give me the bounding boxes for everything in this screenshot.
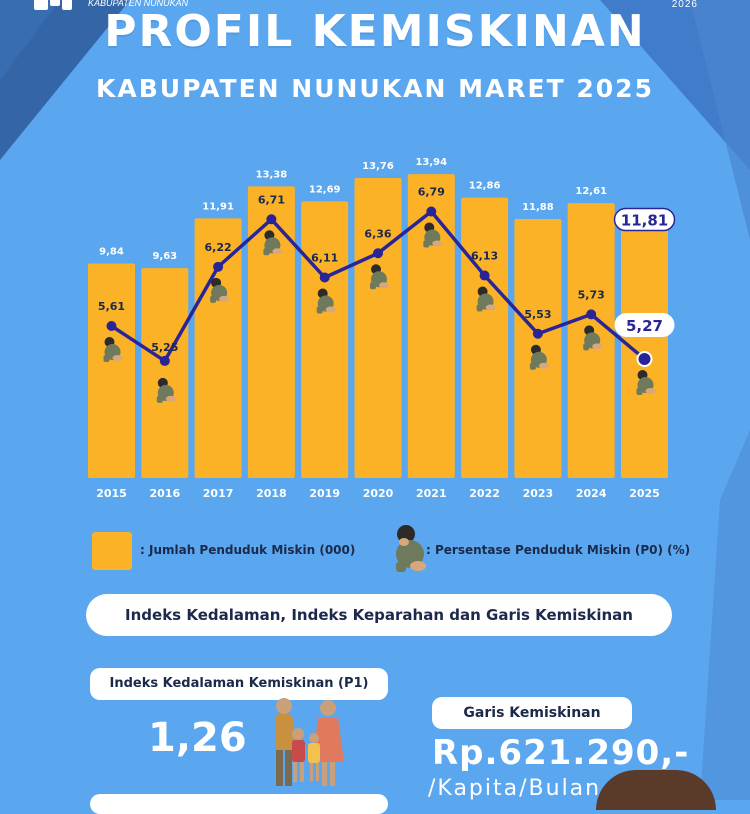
line-label-2017: 6,22 xyxy=(205,241,232,254)
line-point-2025 xyxy=(636,350,653,367)
line-point-2019 xyxy=(319,272,330,283)
bar-2022 xyxy=(461,197,509,478)
bar-label-2024: 12,61 xyxy=(575,186,607,197)
bar-label-2025: 11,81 xyxy=(621,212,668,230)
bar-label-2017: 11,91 xyxy=(202,201,234,212)
line-label-2016: 5,25 xyxy=(151,341,178,354)
x-tick-2020: 2020 xyxy=(363,487,394,500)
garis-unit: /Kapita/Bulan xyxy=(428,776,602,801)
legend-bar-swatch xyxy=(92,532,132,570)
line-label-2023: 5,53 xyxy=(524,308,551,321)
x-tick-2017: 2017 xyxy=(203,487,234,500)
bar-label-pill-2025 xyxy=(613,207,676,232)
family-icon xyxy=(275,698,344,786)
section-title: Indeks Kedalaman, Indeks Keparahan dan G… xyxy=(86,594,672,636)
bar-2019 xyxy=(301,201,349,478)
x-tick-2015: 2015 xyxy=(96,487,127,500)
bar-label-2015: 9,84 xyxy=(99,246,124,257)
sad-person-icon xyxy=(529,344,549,370)
bar-2021 xyxy=(407,174,455,478)
p1-value: 1,26 xyxy=(148,715,247,761)
line-label-2025: 5,27 xyxy=(626,317,663,335)
bar-2020 xyxy=(354,178,402,479)
line-point-2022 xyxy=(479,270,490,281)
page-title: PROFIL KEMISKINAN xyxy=(104,6,646,57)
sad-person-icon xyxy=(210,277,230,303)
line-label-pill-2025 xyxy=(614,312,675,337)
bar-label-2019: 12,69 xyxy=(309,184,341,195)
sad-person-icon xyxy=(423,222,443,248)
legend-line-label: : Persentase Penduduk Miskin (P0) (%) xyxy=(426,543,691,557)
line-point-2015 xyxy=(106,321,117,331)
bar-label-2020: 13,76 xyxy=(362,161,394,172)
sad-person-icon xyxy=(583,325,603,351)
x-tick-2019: 2019 xyxy=(309,487,340,500)
bar-label-2018: 13,38 xyxy=(256,169,288,180)
header-year: 2026 xyxy=(671,0,698,10)
line-label-2024: 5,73 xyxy=(578,288,605,301)
poverty-chart: 9,84 2015 9,63 2016 11,91 2017 13,38 2018 12,69 2… xyxy=(88,157,676,500)
bar-label-2016: 9,63 xyxy=(152,251,177,262)
bar-2016 xyxy=(141,268,189,478)
bps-logo-icon xyxy=(34,0,72,10)
x-tick-2022: 2022 xyxy=(469,487,500,500)
line-point-2023 xyxy=(532,328,543,339)
bar-2018 xyxy=(247,186,295,479)
bottom-decoration xyxy=(596,770,716,810)
bar-2017 xyxy=(194,218,242,478)
line-point-2017 xyxy=(213,261,224,272)
sad-person-icon xyxy=(396,525,426,572)
x-tick-2023: 2023 xyxy=(523,487,554,500)
line-point-2024 xyxy=(586,309,597,320)
sad-person-icon xyxy=(156,377,176,403)
garis-value: Rp.621.290,- xyxy=(432,733,690,773)
sad-person-icon xyxy=(316,288,336,314)
bar-2015 xyxy=(88,263,135,478)
sad-person-icon xyxy=(370,264,389,290)
x-tick-2016: 2016 xyxy=(149,487,180,500)
bar-label-2023: 11,88 xyxy=(522,202,554,213)
x-tick-2025: 2025 xyxy=(629,487,660,500)
line-label-2019: 6,11 xyxy=(311,252,338,265)
line-point-2018 xyxy=(266,214,277,225)
bar-label-2022: 12,86 xyxy=(469,181,501,192)
sad-person-icon xyxy=(103,337,123,362)
line-label-2020: 6,36 xyxy=(364,227,391,240)
bar-2025 xyxy=(621,220,668,478)
x-tick-2024: 2024 xyxy=(576,487,607,500)
sad-person-icon xyxy=(636,369,656,395)
line-label-2018: 6,71 xyxy=(258,193,285,206)
line-point-2021 xyxy=(426,206,437,217)
sad-person-icon xyxy=(263,230,283,256)
sad-person-icon xyxy=(476,286,496,312)
line-label-2021: 6,79 xyxy=(418,186,445,199)
line-point-2020 xyxy=(373,248,383,259)
line-label-2015: 5,61 xyxy=(98,300,125,313)
p2-label-pill xyxy=(90,794,388,814)
page-subtitle: KABUPATEN NUNUKAN MARET 2025 xyxy=(96,74,654,103)
x-tick-2018: 2018 xyxy=(256,487,287,500)
x-tick-2021: 2021 xyxy=(416,487,447,500)
line-label-2022: 6,13 xyxy=(471,250,498,263)
garis-label: Garis Kemiskinan xyxy=(432,697,632,729)
header-org-name: KABUPATEN NUNUKAN xyxy=(88,0,189,8)
p1-label: Indeks Kedalaman Kemiskinan (P1) xyxy=(90,668,388,700)
legend-bar-label: : Jumlah Penduduk Miskin (000) xyxy=(140,543,356,557)
line-point-2016 xyxy=(159,355,170,366)
bar-label-2021: 13,94 xyxy=(415,157,447,168)
